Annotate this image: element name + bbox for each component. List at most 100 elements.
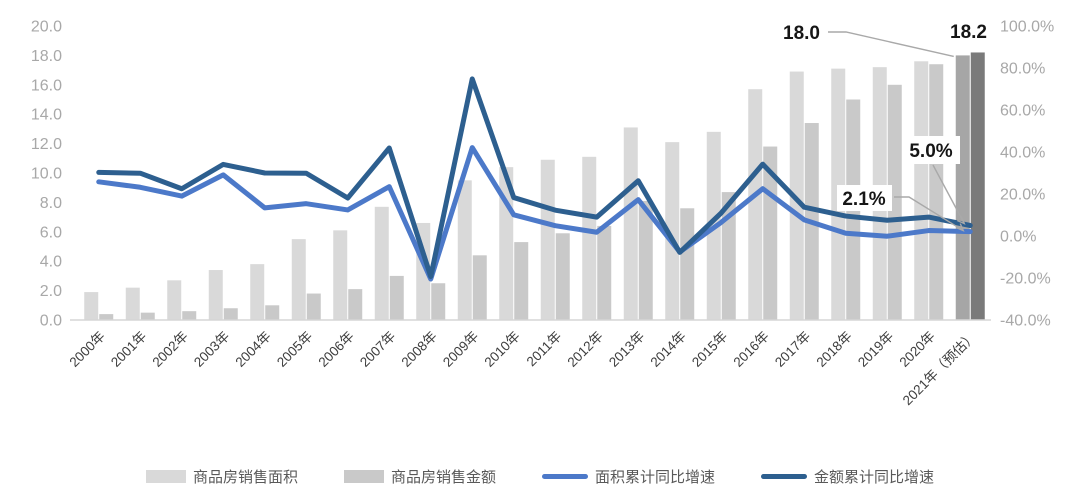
chart-legend: 商品房销售面积 商品房销售金额 面积累计同比增速 金额累计同比增速: [0, 461, 1080, 491]
right-axis-tick: -20.0%: [1000, 271, 1051, 288]
bar-sales-area-2011年: [540, 159, 555, 320]
legend-label-amount-growth: 金额累计同比增速: [814, 468, 935, 486]
legend-swatch-area-growth: [542, 473, 588, 479]
leader-area-growth: [894, 196, 964, 232]
annotation-box-amount-growth: [902, 136, 960, 164]
bar-sales-amount-2008年: [431, 283, 446, 320]
x-axis-label: 2014年: [647, 329, 688, 370]
bar-sales-area-2014年: [665, 142, 680, 320]
x-axis-label: 2007年: [357, 329, 398, 370]
right-axis-tick: 100.0%: [1000, 19, 1054, 36]
x-axis-label: 2017年: [772, 329, 813, 370]
bar-sales-area-2006年: [333, 230, 348, 320]
bar-sales-amount-2011年: [555, 233, 570, 320]
bar-sales-amount-2013年: [638, 200, 653, 320]
x-axis-label: 2005年: [274, 329, 315, 370]
left-axis-tick: 10.0: [31, 166, 62, 183]
bar-sales-area-2004年: [250, 264, 265, 320]
bar-sales-amount-2012年: [597, 225, 612, 320]
bar-sales-amount-2005年: [306, 293, 321, 320]
right-axis-tick: 40.0%: [1000, 145, 1045, 162]
x-axis-label: 2013年: [606, 329, 647, 370]
bar-sales-area-2016年: [748, 89, 763, 321]
bar-sales-amount-2007年: [389, 275, 404, 320]
bar-sales-amount-2002年: [182, 311, 197, 320]
annotation-amount-2021: 18.2: [950, 22, 987, 43]
bar-sales-amount-2000年: [99, 314, 114, 320]
line-area-growth: [96, 145, 973, 282]
line-amount-growth: [96, 76, 973, 280]
right-axis-tick: 0.0%: [1000, 229, 1036, 246]
left-axis-tick: 8.0: [40, 195, 62, 212]
right-axis-tick: -40.0%: [1000, 313, 1051, 330]
legend-item-sales-area: 商品房销售面积: [145, 466, 298, 487]
x-axis-label: 2004年: [232, 329, 273, 370]
right-axis-tick: 80.0%: [1000, 61, 1045, 78]
left-axis-tick: 0.0: [40, 313, 62, 330]
bar-sales-area-2002年: [167, 280, 182, 320]
bar-sales-amount-2010年: [514, 242, 529, 320]
bar-sales-amount-2015年: [721, 192, 736, 320]
legend-swatch-amount-growth: [761, 473, 808, 479]
bar-sales-amount-2006年: [348, 289, 363, 320]
leader-amount-growth: [932, 164, 965, 224]
bar-sales-amount-2020年: [929, 64, 944, 320]
bar-sales-area-2017年: [789, 71, 804, 320]
x-axis-label: 2001年: [108, 329, 149, 370]
bar-sales-amount-2021年（预估）: [970, 52, 985, 321]
legend-item-area-growth: 面积累计同比增速: [542, 466, 715, 487]
legend-swatch-sales-area: [145, 469, 186, 483]
x-axis-label: 2006年: [315, 329, 356, 370]
legend-item-sales-amount: 商品房销售金额: [343, 466, 496, 487]
bar-sales-area-2007年: [374, 206, 389, 320]
x-axis-label: 2009年: [440, 329, 481, 370]
x-axis-label: 2016年: [730, 329, 771, 370]
x-axis-label: 2015年: [689, 329, 730, 370]
bar-sales-area-2021年（预估）: [955, 55, 970, 321]
bar-sales-area-2012年: [582, 156, 597, 320]
left-axis-tick: 20.0: [31, 19, 62, 36]
x-axis-label: 2010年: [481, 329, 522, 370]
right-axis-tick: 20.0%: [1000, 187, 1045, 204]
left-axis-tick: 6.0: [40, 224, 62, 241]
bar-sales-area-2013年: [623, 127, 638, 321]
x-axis-label: 2018年: [813, 329, 854, 370]
bar-sales-amount-2004年: [265, 305, 280, 320]
legend-item-amount-growth: 金额累计同比增速: [761, 466, 934, 487]
bar-sales-amount-2003年: [223, 308, 238, 320]
leader-area-2021: [828, 31, 954, 58]
legend-label-sales-area: 商品房销售面积: [192, 468, 298, 486]
annotation-amount-growth-2021: 5.0%: [909, 141, 952, 162]
bar-sales-area-2003年: [208, 270, 223, 320]
legend-swatch-sales-amount: [343, 469, 384, 483]
x-axis-label: 2021年（预估）: [900, 329, 980, 409]
bar-sales-amount-2009年: [472, 255, 487, 320]
legend-label-sales-amount: 商品房销售金额: [390, 468, 496, 486]
x-axis-label: 2003年: [191, 329, 232, 370]
bar-sales-area-2000年: [84, 292, 99, 320]
x-axis-label: 2000年: [66, 329, 107, 370]
left-axis-tick: 16.0: [31, 77, 62, 94]
x-axis-label: 2011年: [524, 329, 565, 370]
left-axis-tick: 2.0: [40, 283, 62, 300]
x-axis-label: 2012年: [564, 329, 605, 370]
x-axis-label: 2019年: [855, 329, 896, 370]
bar-sales-area-2001年: [125, 287, 140, 320]
bar-sales-amount-2001年: [140, 312, 155, 320]
bar-sales-amount-2019年: [887, 84, 902, 320]
leader-arrow-amount-growth: [956, 216, 966, 225]
left-axis-tick: 18.0: [31, 48, 62, 65]
annotation-area-2021: 18.0: [783, 23, 820, 44]
right-axis-tick: 60.0%: [1000, 103, 1045, 120]
bar-sales-area-2009年: [457, 180, 472, 320]
x-axis-label: 2002年: [149, 329, 190, 370]
left-axis-tick: 12.0: [31, 136, 62, 153]
annotation-box-area-growth: [837, 185, 892, 211]
legend-label-area-growth: 面积累计同比增速: [595, 468, 716, 486]
left-axis-tick: 4.0: [40, 254, 62, 271]
x-axis-label: 2008年: [398, 329, 439, 370]
annotation-area-growth-2021: 2.1%: [842, 189, 885, 210]
bar-sales-amount-2014年: [680, 208, 695, 320]
